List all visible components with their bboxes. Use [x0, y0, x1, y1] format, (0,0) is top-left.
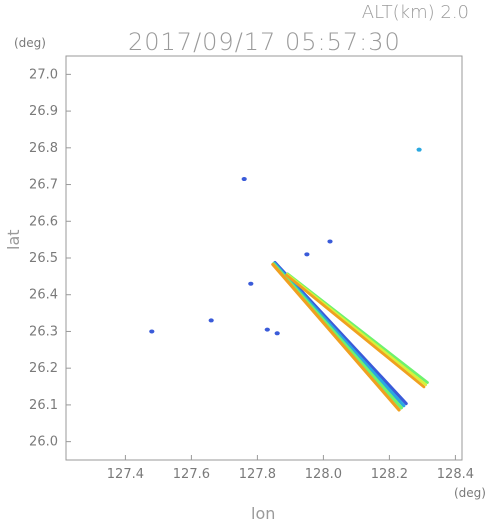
y-tick-label: 26.1 [29, 398, 58, 413]
x-tick-label: 127.8 [239, 467, 276, 482]
axis-ticks: 26.0 26.1 26.2 26.3 26.4 26.5 26.6 26.7 26.8 26.9… [29, 67, 474, 482]
echo-spot [241, 177, 247, 182]
echo-spot [264, 327, 270, 332]
timestamp-title: 2017/09/17 05:57:30 [128, 28, 401, 56]
x-tick-label: 127.4 [107, 467, 144, 482]
y-axis-unit: (deg) [14, 36, 46, 50]
y-tick-label: 26.7 [29, 178, 58, 193]
y-tick-label: 26.9 [29, 104, 58, 119]
y-tick-label: 26.6 [29, 214, 58, 229]
echo-spot [327, 239, 333, 244]
x-tick-label: 128.0 [305, 467, 342, 482]
echo-spot [149, 329, 155, 334]
x-tick-label: 128.2 [371, 467, 408, 482]
altitude-label: ALT(km) 2.0 [361, 2, 469, 23]
echo-spot [208, 318, 214, 323]
x-tick-label: 127.6 [173, 467, 210, 482]
plot-frame [65, 55, 463, 461]
y-tick-label: 26.3 [29, 324, 58, 339]
y-tick-label: 26.8 [29, 141, 58, 156]
echo-layer [149, 147, 429, 412]
echo-spot [274, 331, 280, 336]
echo-spot [248, 281, 254, 286]
y-tick-label: 26.0 [29, 435, 58, 450]
echo-band [285, 273, 426, 389]
echo-spot [416, 147, 422, 152]
y-tick-label: 26.5 [29, 251, 58, 266]
x-axis-label: lon [251, 504, 276, 523]
x-axis-unit: (deg) [454, 486, 486, 500]
echo-band [271, 262, 401, 412]
y-tick-label: 27.0 [29, 67, 58, 82]
y-tick-label: 26.2 [29, 361, 58, 376]
x-tick-label: 128.4 [437, 467, 474, 482]
y-tick-label: 26.4 [29, 288, 58, 303]
echo-spot [304, 252, 310, 257]
